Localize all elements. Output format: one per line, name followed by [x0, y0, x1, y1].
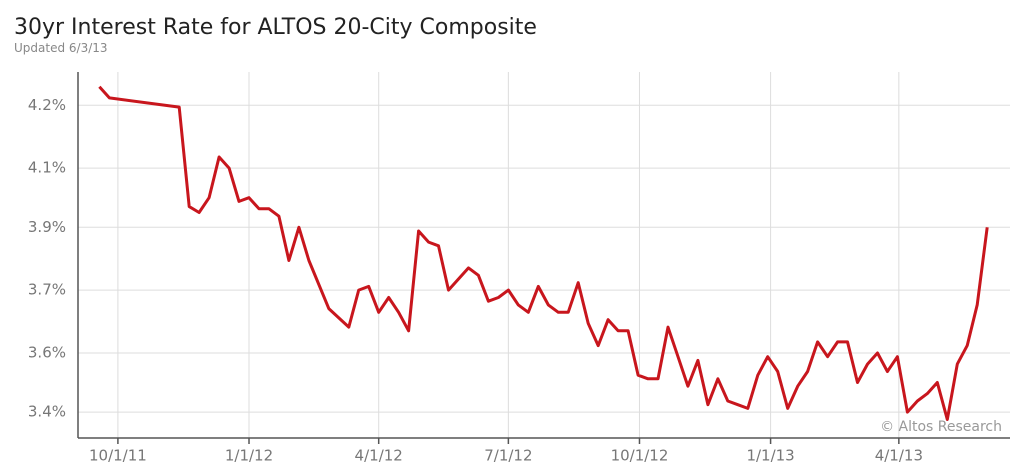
annotation: © Altos Research: [880, 419, 1002, 435]
y-tick-label: 3.4%: [28, 403, 66, 421]
x-tick-label: 4/1/12: [355, 447, 403, 465]
chart-title: 30yr Interest Rate for ALTOS 20-City Com…: [14, 15, 537, 40]
x-tick-label: 7/1/12: [484, 447, 532, 465]
y-tick-label: 4.2%: [28, 96, 66, 114]
plot-area: [98, 85, 989, 421]
x-tick-label: 4/1/13: [875, 447, 923, 465]
y-tick-label: 3.6%: [28, 343, 66, 361]
grid: [78, 72, 1010, 438]
x-tick-label: 1/1/12: [225, 447, 273, 465]
chart-subtitle: Updated 6/3/13: [14, 41, 108, 55]
x-tick-label: 10/1/12: [611, 447, 669, 465]
data-line: [98, 85, 989, 421]
x-tick-label: 10/1/11: [89, 447, 147, 465]
x-tick-label: 1/1/13: [746, 447, 794, 465]
y-tick-label: 3.9%: [28, 218, 66, 236]
y-tick-label: 3.7%: [28, 281, 66, 299]
y-tick-label: 4.1%: [28, 159, 66, 177]
